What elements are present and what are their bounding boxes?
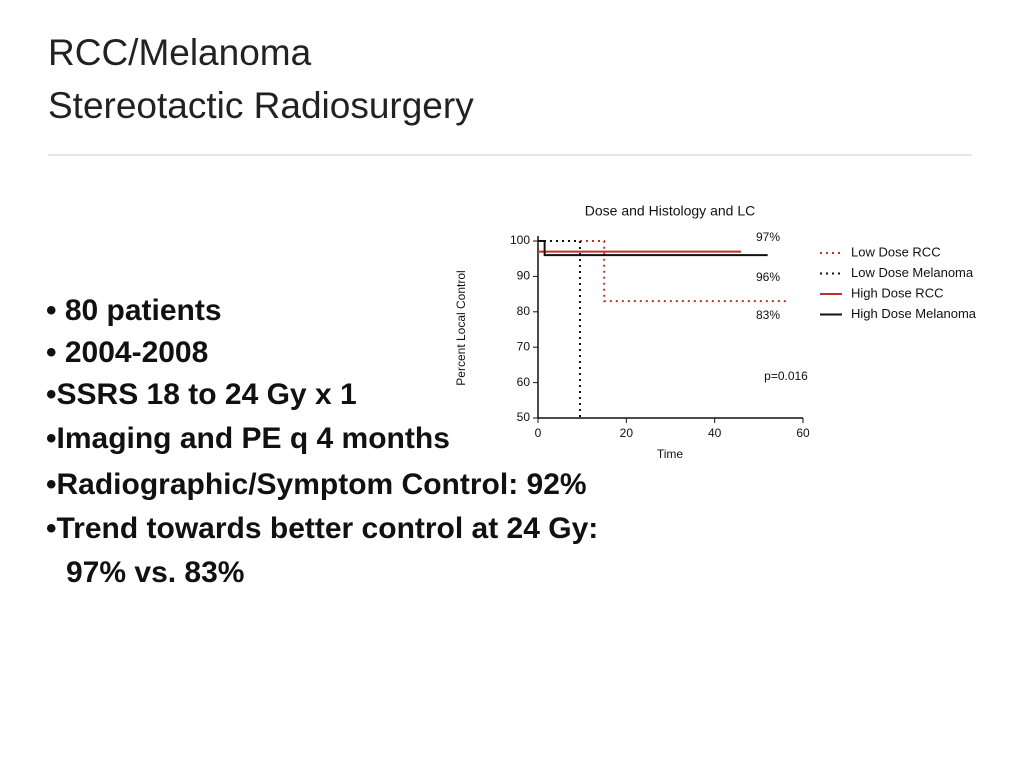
km-curve	[538, 240, 581, 418]
y-tick-label: 50	[517, 410, 531, 424]
y-axis-label: Percent Local Control	[454, 270, 468, 385]
bullet: • 2004-2008	[46, 336, 208, 369]
bullet: •Radiographic/Symptom Control: 92%	[46, 468, 587, 501]
x-tick-label: 0	[535, 426, 542, 440]
km-curve	[538, 240, 790, 303]
x-tick-label: 40	[708, 426, 722, 440]
x-tick-label: 60	[796, 426, 810, 440]
legend-label: High Dose Melanoma	[851, 306, 977, 321]
bullet: •Imaging and PE q 4 months	[46, 422, 450, 455]
y-tick-label: 70	[517, 339, 531, 353]
x-tick-label: 20	[620, 426, 634, 440]
km-curve	[538, 240, 768, 257]
chart-title: Dose and Histology and LC	[585, 203, 755, 219]
y-tick-label: 60	[517, 375, 531, 389]
y-tick-label: 100	[510, 233, 530, 247]
bullet: • 80 patients	[46, 294, 222, 327]
annotation: 96%	[756, 270, 780, 284]
legend-label: High Dose RCC	[851, 285, 943, 300]
annotation: p=0.016	[764, 369, 808, 383]
y-tick-label: 90	[517, 269, 531, 283]
legend-label: Low Dose Melanoma	[851, 265, 974, 280]
bullet: •SSRS 18 to 24 Gy x 1	[46, 378, 357, 411]
bullet: •Trend towards better control at 24 Gy:	[46, 512, 598, 545]
y-tick-label: 80	[517, 304, 531, 318]
slide-title: RCC/Melanoma	[48, 32, 312, 73]
bullet: 97% vs. 83%	[66, 556, 244, 589]
slide-subtitle: Stereotactic Radiosurgery	[48, 85, 474, 126]
annotation: 97%	[756, 230, 780, 244]
x-axis-label: Time	[657, 447, 684, 461]
legend-label: Low Dose RCC	[851, 244, 941, 259]
annotation: 83%	[756, 308, 780, 322]
